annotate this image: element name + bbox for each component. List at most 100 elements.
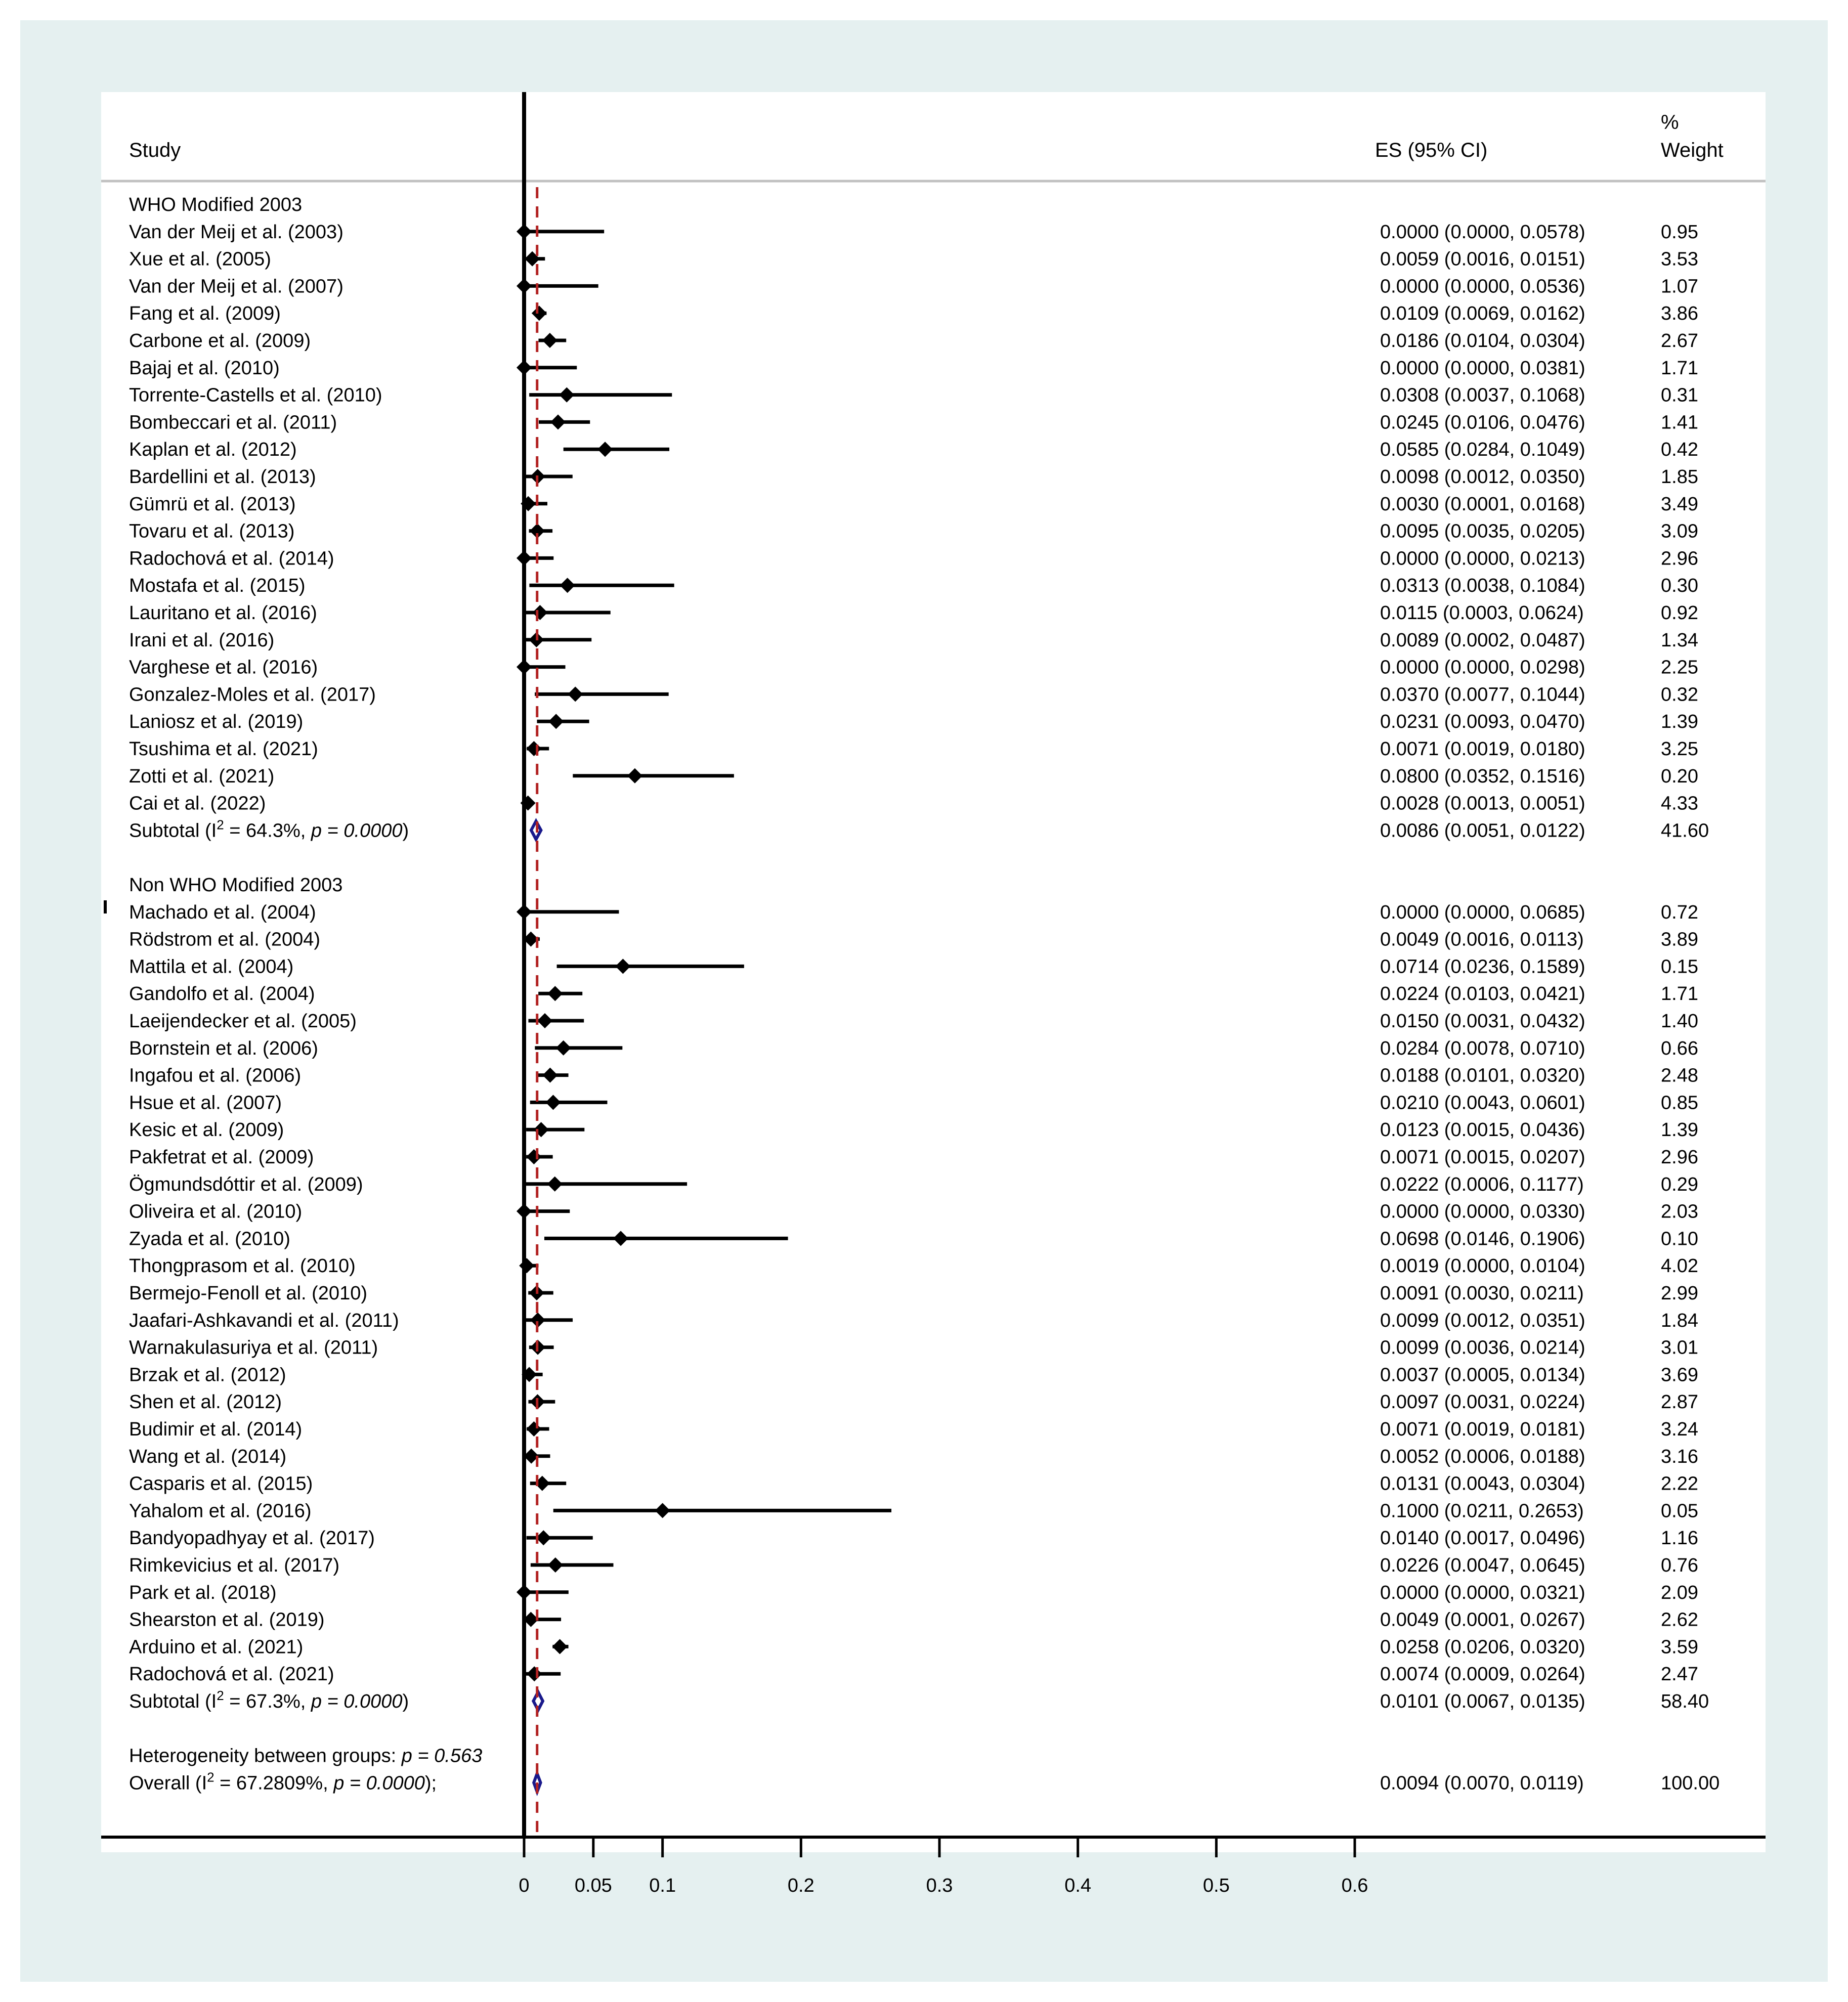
weight-value: 2.25 [1661,657,1698,678]
weight-value: 0.10 [1661,1228,1698,1249]
x-tick-label: 0.3 [926,1875,953,1896]
subtotal-weight: 58.40 [1661,1691,1709,1712]
study-label: Budimir et al. (2014) [129,1419,302,1440]
weight-value: 0.92 [1661,602,1698,624]
study-label: Park et al. (2018) [129,1582,276,1603]
point-estimate-marker [542,1067,558,1083]
study-label: Gandolfo et al. (2004) [129,983,315,1005]
overall-weight: 100.00 [1661,1772,1720,1794]
point-estimate-marker [627,768,642,784]
weight-value: 3.24 [1661,1419,1698,1440]
es-ci-value: 0.0099 (0.0012, 0.0351) [1380,1310,1585,1331]
weight-value: 3.59 [1661,1636,1698,1658]
es-ci-value: 0.0049 (0.0016, 0.0113) [1380,929,1584,950]
es-ci-value: 0.0231 (0.0093, 0.0470) [1380,711,1585,732]
weight-value: 1.84 [1661,1310,1698,1331]
point-estimate-marker [529,523,545,539]
weight-value: 2.96 [1661,1147,1698,1168]
weight-value: 0.72 [1661,902,1698,923]
study-label: Mostafa et al. (2015) [129,575,306,596]
study-label: Van der Meij et al. (2007) [129,276,343,297]
study-label: Tovaru et al. (2013) [129,521,294,542]
weight-value: 1.16 [1661,1528,1698,1549]
es-ci-value: 0.0028 (0.0013, 0.0051) [1380,793,1585,814]
weight-value: 2.03 [1661,1201,1698,1223]
weight-value: 1.71 [1661,358,1698,379]
x-tick-label: 0.6 [1342,1875,1368,1896]
weight-value: 1.71 [1661,983,1698,1005]
weight-value: 0.32 [1661,684,1698,705]
study-label: Zotti et al. (2021) [129,766,274,787]
header-weight: Weight [1661,139,1724,161]
point-estimate-marker [526,1149,542,1164]
es-ci-value: 0.0000 (0.0000, 0.0685) [1380,902,1585,923]
study-label: Oliveira et al. (2010) [129,1201,302,1223]
point-estimate-marker [523,1612,539,1627]
study-label: Lauritano et al. (2016) [129,602,317,624]
x-axis: 0 0.05 0.1 0.2 0.3 0.4 0.5 0.6 [101,1836,1766,1896]
rows-layer: WHO Modified 2003 Van der Meij et al. (20… [104,92,1720,1837]
es-ci-value: 0.0049 (0.0001, 0.0267) [1380,1609,1585,1631]
subtotal-label: Subtotal (I2 = 64.3%, p = 0.0000) [129,817,409,841]
study-label: Machado et al. (2004) [129,902,316,923]
subtotal-diamond [529,818,543,843]
point-estimate-marker [559,387,575,403]
es-ci-value: 0.0313 (0.0038, 0.1084) [1380,575,1585,596]
es-ci-value: 0.0210 (0.0043, 0.0601) [1380,1092,1585,1113]
point-estimate-marker [524,1448,539,1464]
study-label: Warnakulasuriya et al. (2011) [129,1337,378,1359]
weight-value: 1.41 [1661,412,1698,433]
study-label: Hsue et al. (2007) [129,1092,282,1113]
es-ci-value: 0.0245 (0.0106, 0.0476) [1380,412,1585,433]
study-label: Fang et al. (2009) [129,303,281,324]
point-estimate-marker [560,578,575,593]
es-ci-value: 0.0123 (0.0015, 0.0436) [1380,1119,1585,1141]
es-ci-value: 0.0226 (0.0047, 0.0645) [1380,1555,1585,1576]
es-ci-value: 0.0019 (0.0000, 0.0104) [1380,1255,1585,1277]
point-estimate-marker [550,414,566,430]
study-label: Laniosz et al. (2019) [129,711,303,732]
x-tick-label: 0.1 [649,1875,676,1896]
header-weight-pct: % [1661,111,1679,134]
x-tick-label: 0.4 [1064,1875,1091,1896]
study-label: Shearston et al. (2019) [129,1609,325,1631]
weight-value: 3.25 [1661,738,1698,760]
subtotal-weight: 41.60 [1661,820,1709,841]
weight-value: 2.22 [1661,1473,1698,1495]
overall-label: Overall (I2 = 67.2809%, p = 0.0000); [129,1769,437,1794]
point-estimate-marker [533,1122,549,1138]
study-label: Van der Meij et al. (2003) [129,222,343,243]
es-ci-value: 0.0284 (0.0078, 0.0710) [1380,1038,1585,1059]
study-label: Laeijendecker et al. (2005) [129,1011,357,1032]
point-estimate-marker [615,959,631,974]
weight-value: 0.95 [1661,222,1698,243]
point-estimate-marker [537,1013,553,1028]
study-label: Rödstrom et al. (2004) [129,929,320,950]
study-label: Jaafari-Ashkavandi et al. (2011) [129,1310,399,1331]
weight-value: 0.30 [1661,575,1698,596]
point-estimate-marker [547,1557,563,1573]
header-study: Study [129,139,181,161]
weight-value: 1.39 [1661,711,1698,732]
x-tick-label: 0.05 [575,1875,612,1896]
es-ci-value: 0.0091 (0.0030, 0.0211) [1380,1283,1584,1304]
point-estimate-marker [552,1639,568,1655]
weight-value: 2.87 [1661,1391,1698,1413]
x-tick-label: 0 [519,1875,529,1896]
study-label: Bombeccari et al. (2011) [129,412,337,433]
point-estimate-marker [536,1530,551,1546]
weight-value: 2.47 [1661,1664,1698,1685]
weight-value: 0.85 [1661,1092,1698,1113]
weight-value: 3.53 [1661,249,1698,270]
weight-value: 0.15 [1661,956,1698,977]
es-ci-value: 0.0258 (0.0206, 0.0320) [1380,1636,1585,1658]
edge-mark [104,900,107,913]
subtotal-label: Subtotal (I2 = 67.3%, p = 0.0000) [129,1688,409,1712]
point-estimate-marker [523,931,539,947]
study-label: Thongprasom et al. (2010) [129,1255,356,1277]
weight-value: 3.69 [1661,1364,1698,1385]
study-label: Bornstein et al. (2006) [129,1038,318,1059]
point-estimate-marker [655,1503,670,1518]
es-ci-value: 0.0000 (0.0000, 0.0381) [1380,358,1585,379]
